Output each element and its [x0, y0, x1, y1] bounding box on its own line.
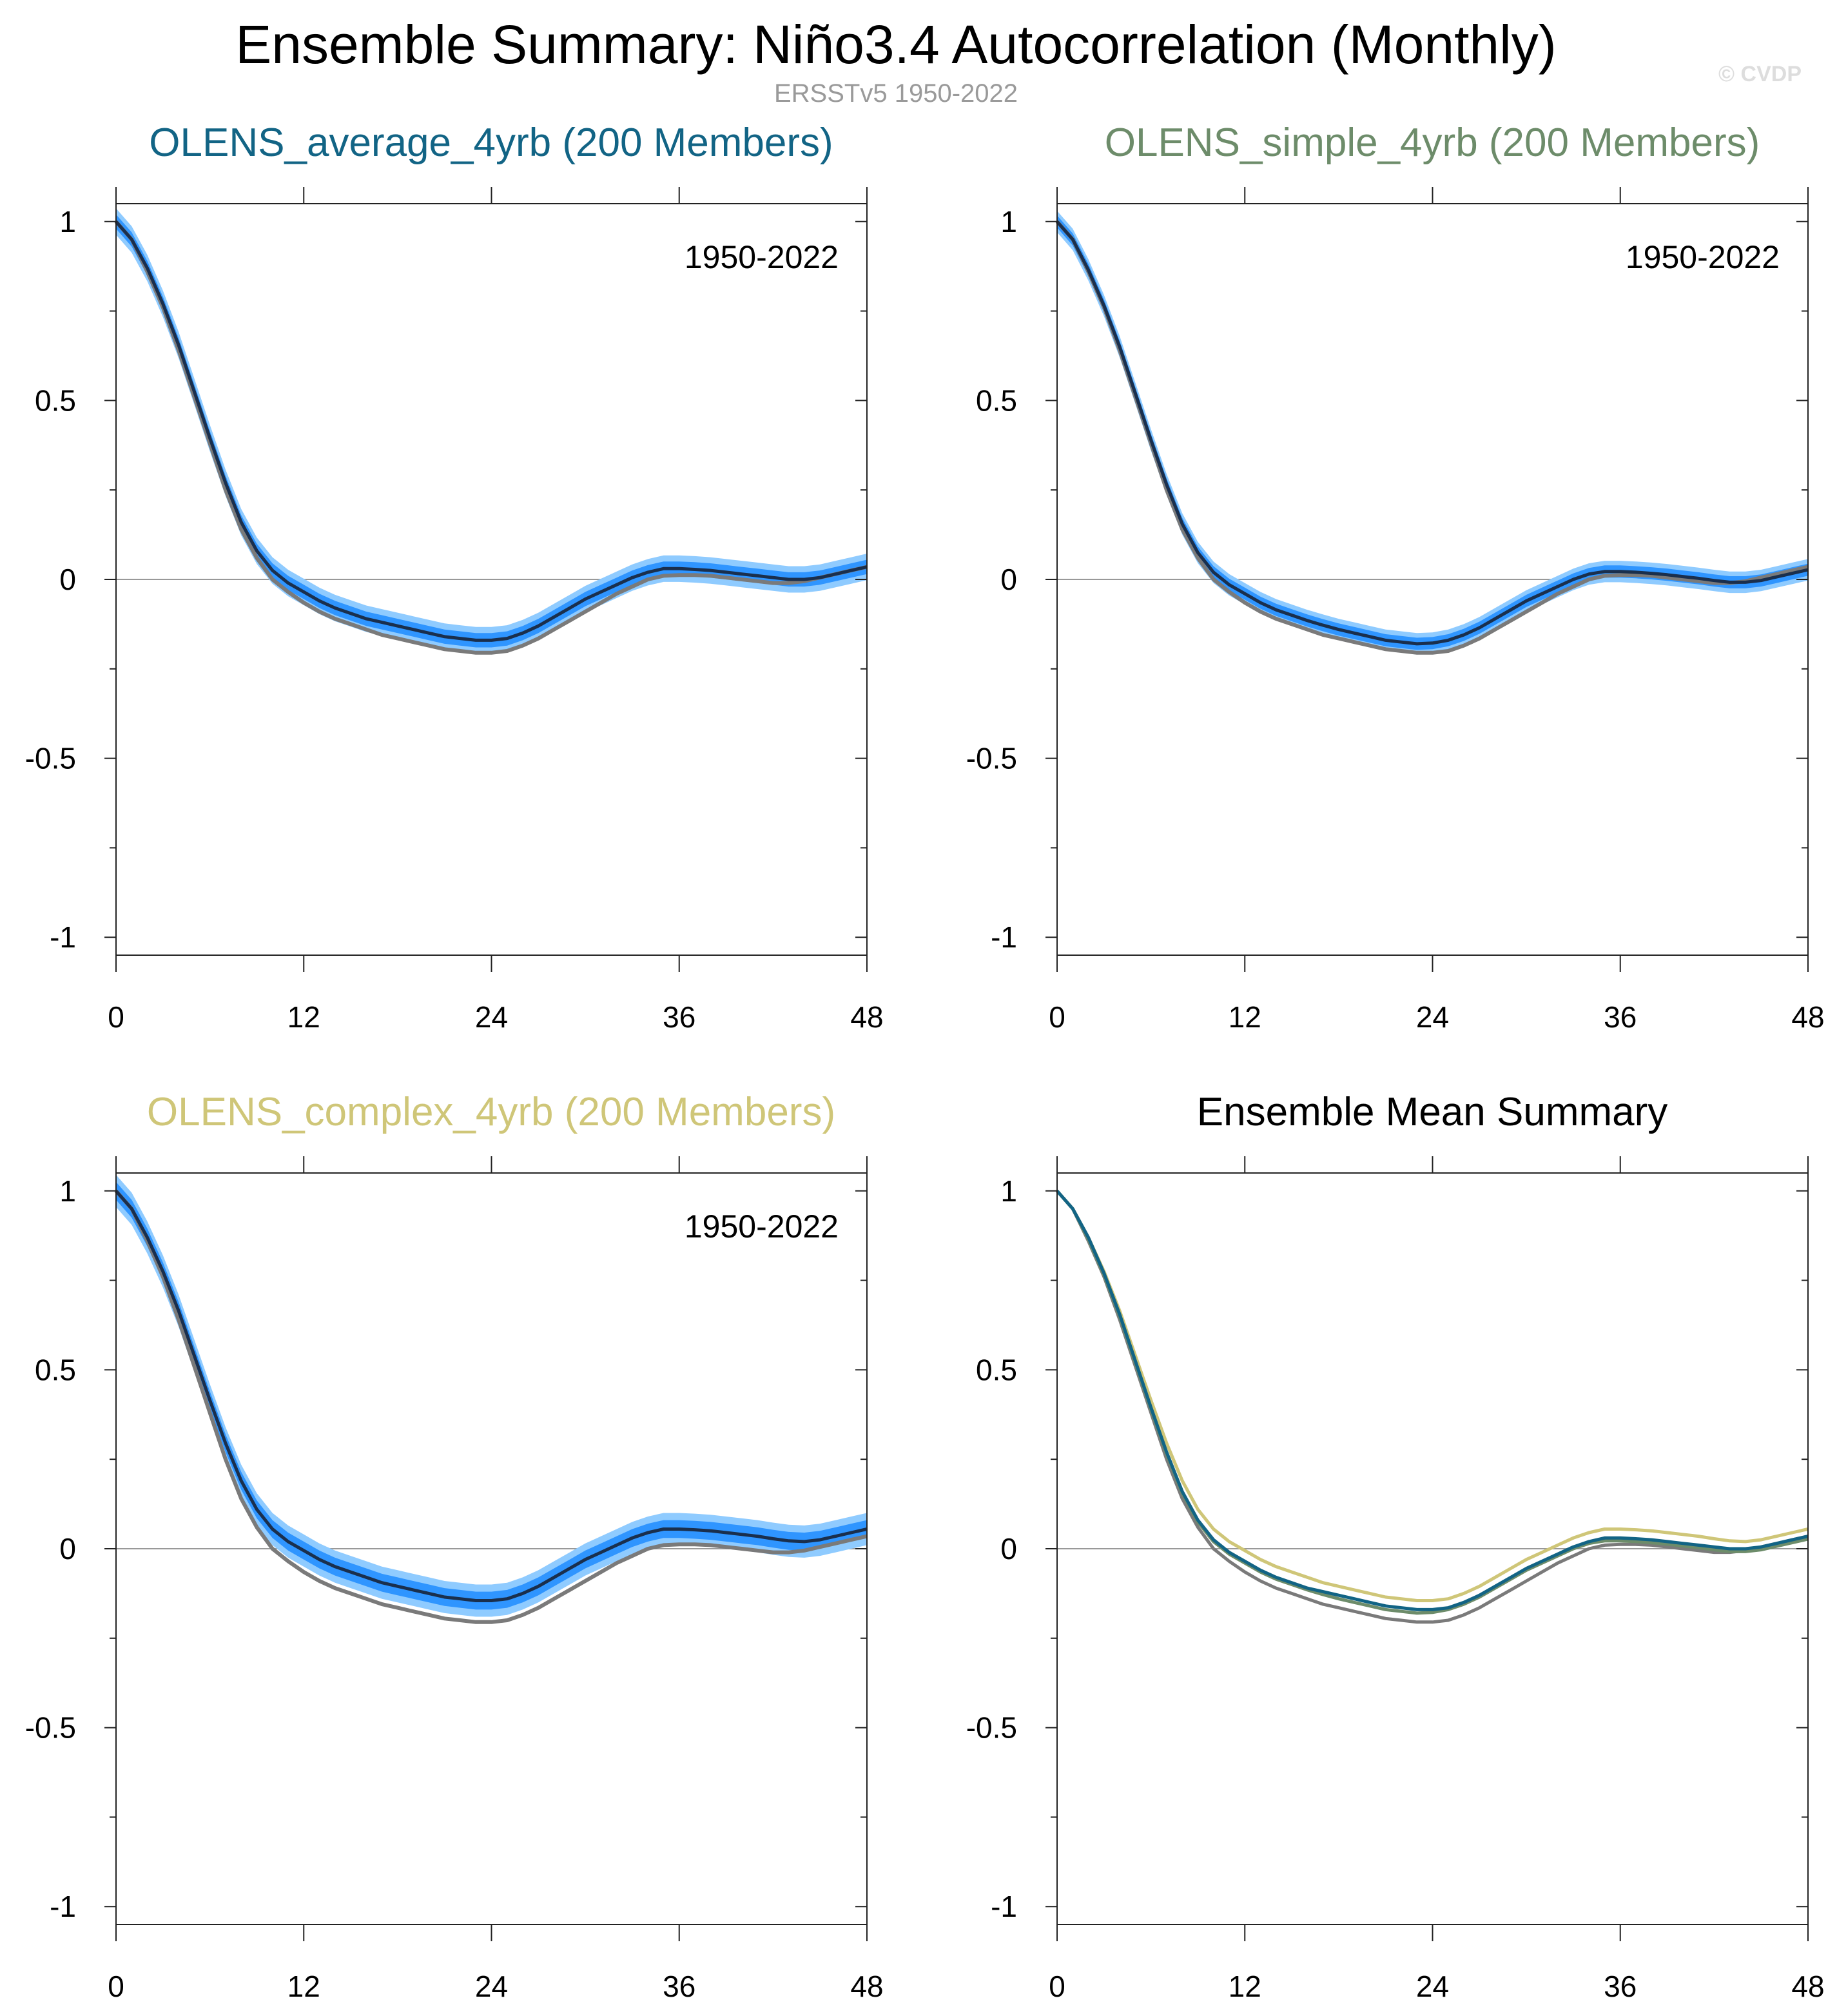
y-tick-label: 0 — [59, 1532, 76, 1565]
period-label: 1950-2022 — [685, 239, 839, 275]
y-tick-label: -1 — [991, 1890, 1017, 1923]
y-tick-label: 0 — [59, 563, 76, 596]
ensemble-mean-line — [115, 1190, 868, 1602]
panels: OLENS_average_4yrb (200 Members) 1 0.5 0 -0.… — [25, 121, 1825, 2003]
y-tick-label: 1 — [1000, 1174, 1017, 1208]
x-tick-label: 48 — [850, 1000, 883, 1034]
x-tick-label: 48 — [850, 1970, 883, 2003]
x-tick-label: 48 — [1791, 1970, 1824, 2003]
x-tick-label: 24 — [475, 1000, 508, 1034]
y-tick-label: -0.5 — [966, 1711, 1017, 1745]
y-tick-label: -1 — [50, 920, 76, 954]
series-line-1 — [1056, 1190, 1809, 1624]
panel-title: Ensemble Mean Summary — [1197, 1090, 1668, 1134]
x-tick-label: 24 — [1416, 1970, 1449, 2003]
y-tick-label: 0.5 — [35, 1353, 76, 1386]
panel-1: OLENS_average_4yrb (200 Members) 1 0.5 0 -0.… — [25, 121, 884, 1034]
x-tick-label: 0 — [1049, 1970, 1065, 2003]
panel-4: Ensemble Mean Summary 1 0.5 0 -0.5 -1 0 12 24 36 4… — [966, 1090, 1825, 2003]
period-label: 1950-2022 — [685, 1208, 839, 1245]
ensemble-mean-line — [115, 220, 868, 642]
panel-2: OLENS_simple_4yrb (200 Members) 1 0.5 0 -0.5… — [966, 121, 1825, 1034]
x-tick-label: 36 — [663, 1000, 695, 1034]
series-line-4 — [1056, 1190, 1809, 1611]
x-tick-label: 0 — [1049, 1000, 1065, 1034]
panel-title: OLENS_simple_4yrb (200 Members) — [1105, 121, 1760, 165]
x-tick-label: 48 — [1791, 1000, 1824, 1034]
y-tick-label: -0.5 — [25, 742, 76, 775]
panel-title: OLENS_complex_4yrb (200 Members) — [147, 1090, 835, 1134]
x-tick-label: 36 — [1604, 1000, 1637, 1034]
x-tick-label: 36 — [1604, 1970, 1637, 2003]
x-tick-label: 12 — [287, 1000, 320, 1034]
watermark: © CVDP — [1718, 62, 1802, 86]
main-title: Ensemble Summary: Niño3.4 Autocorrelatio… — [235, 14, 1557, 75]
y-tick-label: -1 — [50, 1890, 76, 1923]
spread-band-outer — [1057, 211, 1808, 655]
series-line-2 — [1056, 1190, 1809, 1602]
x-tick-label: 24 — [1416, 1000, 1449, 1034]
observed-line — [114, 220, 868, 655]
x-tick-label: 12 — [1229, 1000, 1261, 1034]
panel-title: OLENS_average_4yrb (200 Members) — [149, 121, 833, 165]
x-tick-label: 12 — [1229, 1970, 1261, 2003]
y-tick-label: 1 — [1000, 205, 1017, 238]
y-tick-label: 1 — [59, 205, 76, 238]
x-tick-label: 0 — [108, 1970, 124, 2003]
observed-line — [1055, 220, 1809, 655]
y-tick-label: 0 — [1000, 1532, 1017, 1565]
y-tick-label: -0.5 — [25, 1711, 76, 1745]
x-tick-label: 24 — [475, 1970, 508, 2003]
subtitle: ERSSTv5 1950-2022 — [774, 79, 1018, 108]
panel-3: OLENS_complex_4yrb (200 Members) 1 0.5 0 -0.… — [25, 1090, 884, 2003]
observed-line — [114, 1189, 868, 1624]
y-tick-label: 0.5 — [976, 1353, 1017, 1386]
y-tick-label: -1 — [991, 920, 1017, 954]
ensemble-mean-line — [1056, 220, 1809, 646]
y-tick-label: 0.5 — [35, 383, 76, 417]
y-tick-label: -0.5 — [966, 742, 1017, 775]
y-tick-label: 0.5 — [976, 383, 1017, 417]
y-tick-label: 0 — [1000, 563, 1017, 596]
x-tick-label: 36 — [663, 1970, 695, 2003]
y-tick-label: 1 — [59, 1174, 76, 1208]
period-label: 1950-2022 — [1626, 239, 1780, 275]
x-tick-label: 0 — [108, 1000, 124, 1034]
x-tick-label: 12 — [287, 1970, 320, 2003]
